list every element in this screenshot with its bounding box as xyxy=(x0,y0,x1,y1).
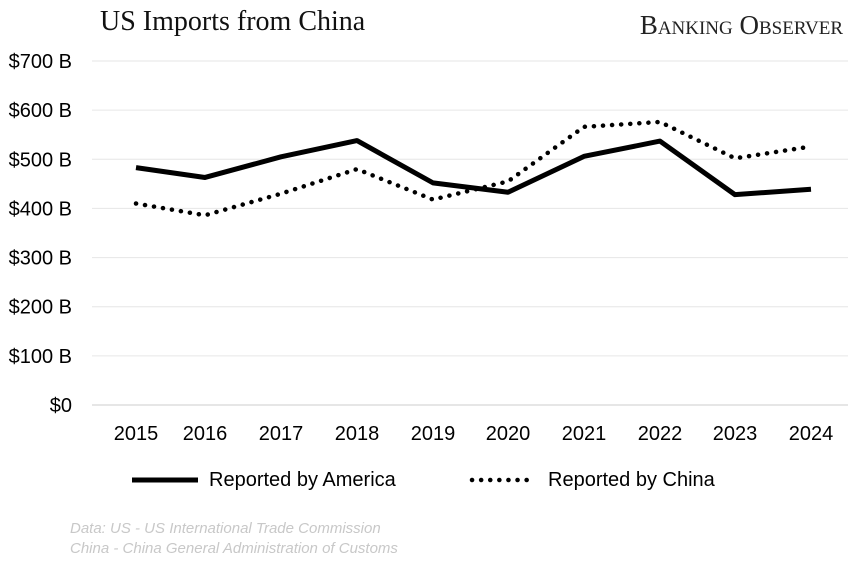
x-tick-label: 2015 xyxy=(114,423,159,445)
brand-logo: Banking Observer xyxy=(639,10,843,40)
series-line-china xyxy=(133,119,814,218)
x-tick-label: 2021 xyxy=(562,423,607,445)
source-note-us: Data: US - US International Trade Commis… xyxy=(70,520,381,537)
legend-label: Reported by China xyxy=(548,469,716,491)
source-note-china: China - China General Administration of … xyxy=(70,540,398,557)
x-tick-label: 2024 xyxy=(789,423,834,445)
x-axis-labels: 2015 2016 2017 2018 2019 2020 2021 2022 2023 2024 xyxy=(114,423,834,445)
x-tick-label: 2018 xyxy=(335,423,380,445)
y-tick-label: $200 B xyxy=(9,297,72,319)
x-tick-label: 2020 xyxy=(486,423,531,445)
legend: Reported by America Reported by China xyxy=(132,469,716,491)
y-axis-labels: $0 $100 B $200 B $300 B $400 B $500 B $600 B $7… xyxy=(9,51,72,417)
series-lines xyxy=(133,119,814,218)
x-tick-label: 2019 xyxy=(411,423,456,445)
gridlines xyxy=(92,60,848,406)
line-chart: $0 $100 B $200 B $300 B $400 B $500 B $600 B $7… xyxy=(9,51,848,491)
y-tick-label: $600 B xyxy=(9,100,72,122)
x-tick-label: 2023 xyxy=(713,423,758,445)
y-tick-label: $500 B xyxy=(9,149,72,171)
y-tick-label: $100 B xyxy=(9,346,72,368)
legend-label: Reported by America xyxy=(209,469,397,491)
x-tick-label: 2016 xyxy=(183,423,228,445)
x-tick-label: 2022 xyxy=(638,423,683,445)
series-line-america xyxy=(135,138,812,198)
y-tick-label: $700 B xyxy=(9,51,72,73)
y-tick-label: $0 xyxy=(50,395,72,417)
chart-title: US Imports from China xyxy=(100,6,366,37)
y-tick-label: $300 B xyxy=(9,248,72,270)
x-tick-label: 2017 xyxy=(259,423,304,445)
y-tick-label: $400 B xyxy=(9,198,72,220)
